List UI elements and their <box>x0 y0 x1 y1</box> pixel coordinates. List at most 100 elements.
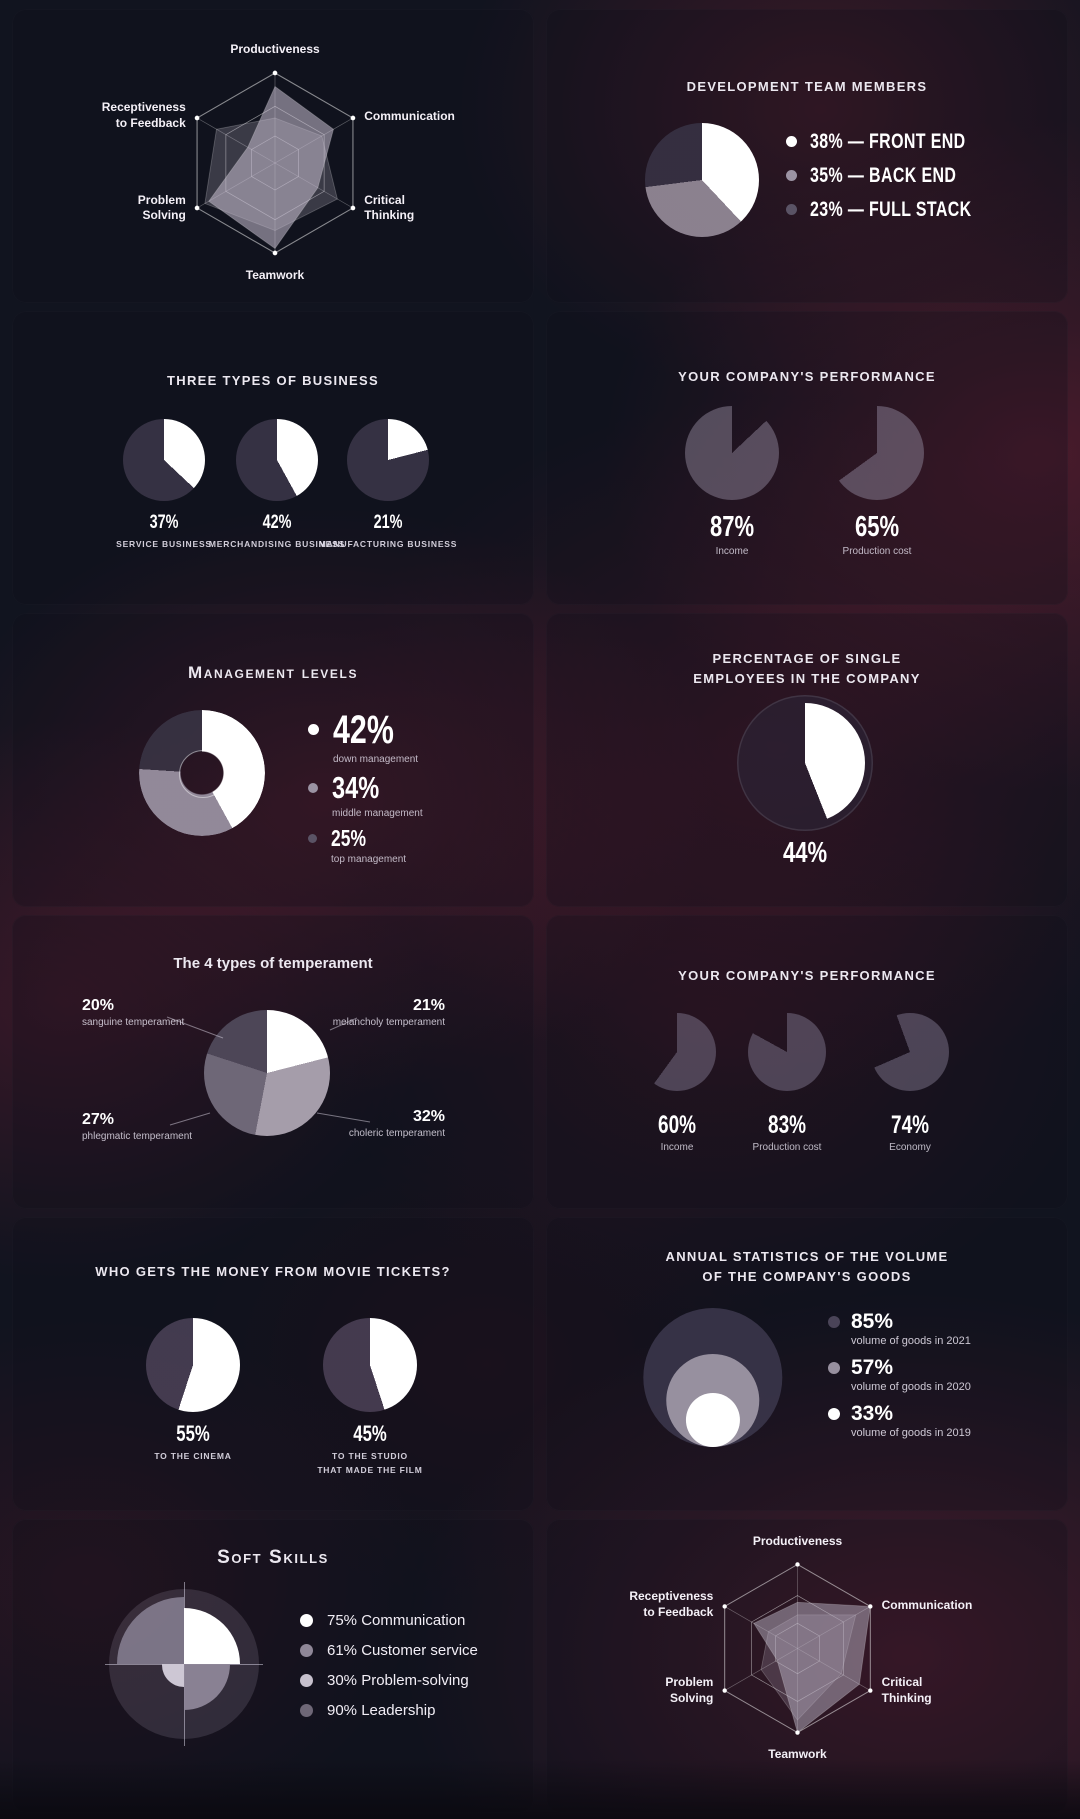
legend-dot <box>786 136 797 147</box>
pie-caption: TO THE STUDIO THAT MADE THE FILM <box>317 1451 423 1475</box>
radar-svg <box>722 1562 873 1735</box>
radar-axis-label: Productiveness <box>752 1534 843 1549</box>
service-business-pie <box>123 419 205 501</box>
legend-dot <box>300 1613 313 1627</box>
legend-label: volume of goods in 2019 <box>851 1427 971 1439</box>
legend-dot <box>828 1408 840 1420</box>
temperament-pie-chart <box>204 1010 330 1136</box>
legend-dot <box>300 1673 313 1687</box>
pie-value-block: 83% Production cost <box>717 1111 857 1153</box>
quadrant-sector <box>161 1664 184 1687</box>
dev-team-pie-chart <box>645 123 759 237</box>
pie-value-block: 21% MANUFACTURING BUSINESS <box>318 512 458 552</box>
panel-title: DEVELOPMENT TEAM MEMBERS <box>686 79 928 94</box>
panel-title: Management levels <box>187 663 359 682</box>
legend-item: 90% Leadership <box>300 1701 478 1719</box>
quadrant-sector <box>184 1607 241 1664</box>
panel-title: ANNUAL STATISTICS OF THE VOLUME OF THE C… <box>665 1249 949 1284</box>
legend-item: 85% volume of goods in 2021 <box>828 1310 971 1347</box>
radar-axis-label: Productiveness <box>230 42 320 57</box>
economy-pie <box>871 1013 949 1091</box>
panel-title: THREE TYPES OF BUSINESS <box>167 373 379 388</box>
legend-dot <box>786 170 797 181</box>
radar-axis-label: Teamwork <box>768 1747 827 1761</box>
legend-dot <box>786 204 797 215</box>
single-employees-wedge <box>745 703 865 823</box>
radar-axis-label: Critical Thinking <box>364 192 415 223</box>
pie-value: 83% <box>767 1111 807 1139</box>
income-pie <box>638 1013 716 1091</box>
legend-item: 23% — FULL STACK <box>786 198 1023 221</box>
radar-chart: Productiveness Communication Critical Th… <box>102 42 455 282</box>
donut-hole-ring <box>179 750 227 798</box>
legend-dot <box>308 834 317 843</box>
pie-value: 21% <box>373 512 403 533</box>
bubble-chart <box>643 1302 783 1447</box>
radar-axis-label: Receptiveness to Feedback <box>101 100 186 131</box>
soft-skills-quadrant-chart <box>105 1582 263 1746</box>
slice-caption: phlegmatic temperament <box>82 1131 193 1142</box>
pie-value-block: 42% MERCHANDISING BUSINESS <box>207 512 347 552</box>
legend-dot <box>308 724 319 735</box>
panel-title: PERCENTAGE OF SINGLE EMPLOYEES IN THE CO… <box>693 651 921 686</box>
slice-label: 21% melancholy temperament <box>275 997 445 1028</box>
radar-axis-label: Communication <box>881 1597 973 1612</box>
single-employees-circle <box>737 695 873 831</box>
studio-pie <box>323 1318 417 1412</box>
pie-caption: MANUFACTURING BUSINESS <box>318 539 458 549</box>
legend-item: 75% Communication <box>300 1611 478 1629</box>
pie-caption: Economy <box>889 1142 931 1153</box>
legend-dot <box>308 783 318 793</box>
legend-item: 57% volume of goods in 2020 <box>828 1356 971 1393</box>
slice-value: 27% <box>82 1111 115 1128</box>
legend-label: 75% Communication <box>327 1611 466 1629</box>
pie-caption: SERVICE BUSINESS <box>116 539 212 549</box>
slice-value: 20% <box>82 997 115 1014</box>
production-cost-pie <box>748 1013 826 1091</box>
pie-caption: Production cost <box>752 1142 822 1153</box>
legend-item: 42% down management <box>308 709 423 765</box>
legend-dot <box>300 1703 313 1717</box>
legend-label: 61% Customer service <box>327 1641 478 1659</box>
legend-label: down management <box>333 754 419 765</box>
pie-value: 42% <box>262 512 292 533</box>
panel-business-types: THREE TYPES OF BUSINESS 37% SERVICE BUSI… <box>12 311 534 605</box>
radar-axis-label: Critical Thinking <box>881 1675 932 1705</box>
pie-caption: MERCHANDISING BUSINESS <box>208 539 346 549</box>
radar-svg <box>194 70 356 256</box>
legend-value: 85% <box>851 1310 894 1333</box>
panel-movie-tickets: WHO GETS THE MONEY FROM MOVIE TICKETS? 5… <box>12 1217 534 1511</box>
radar-axis-label: Communication <box>364 109 455 124</box>
legend-value: 25% <box>331 825 366 851</box>
legend-label: 90% Leadership <box>327 1701 436 1719</box>
slice-value: 32% <box>412 1108 445 1125</box>
cinema-pie <box>146 1318 240 1412</box>
panel-performance-1: YOUR COMPANY'S PERFORMANCE 87% Income 65… <box>546 311 1068 605</box>
slice-label: 27% phlegmatic temperament <box>82 1111 252 1142</box>
annual-legend: 85% volume of goods in 2021 57% volume o… <box>828 1310 971 1448</box>
pie-value: 60% <box>657 1111 697 1139</box>
legend-value: 33% <box>851 1402 894 1425</box>
panel-title: WHO GETS THE MONEY FROM MOVIE TICKETS? <box>95 1264 451 1279</box>
quadrant-sector <box>184 1664 230 1710</box>
legend-item: 25% top management <box>308 825 423 865</box>
legend-label: 35% — BACK END <box>810 163 957 187</box>
legend-label: 30% Problem-solving <box>327 1671 469 1689</box>
soft-skills-legend: 75% Communication 61% Customer service 3… <box>300 1611 478 1731</box>
radar-chart: Productiveness Communication Critical Th… <box>629 1534 972 1761</box>
legend-item: 33% volume of goods in 2019 <box>828 1402 971 1439</box>
merchandising-business-pie <box>236 419 318 501</box>
legend-label: middle management <box>332 808 423 819</box>
pie-caption: TO THE CINEMA <box>154 1451 232 1461</box>
legend-label: top management <box>331 854 407 865</box>
radar-axis-label: Problem Solving <box>137 192 186 223</box>
pie-value: 44% <box>782 837 828 869</box>
manufacturing-business-pie <box>347 419 429 501</box>
legend-value: 42% <box>333 708 394 752</box>
legend-label: 38% — FRONT END <box>810 129 966 153</box>
panel-radar-top: Productiveness Communication Critical Th… <box>12 9 534 303</box>
legend-value: 34% <box>332 770 380 805</box>
panel-single-employees: PERCENTAGE OF SINGLE EMPLOYEES IN THE CO… <box>546 613 1068 907</box>
panel-dev-team: DEVELOPMENT TEAM MEMBERS 38% — FRONT END… <box>546 9 1068 303</box>
